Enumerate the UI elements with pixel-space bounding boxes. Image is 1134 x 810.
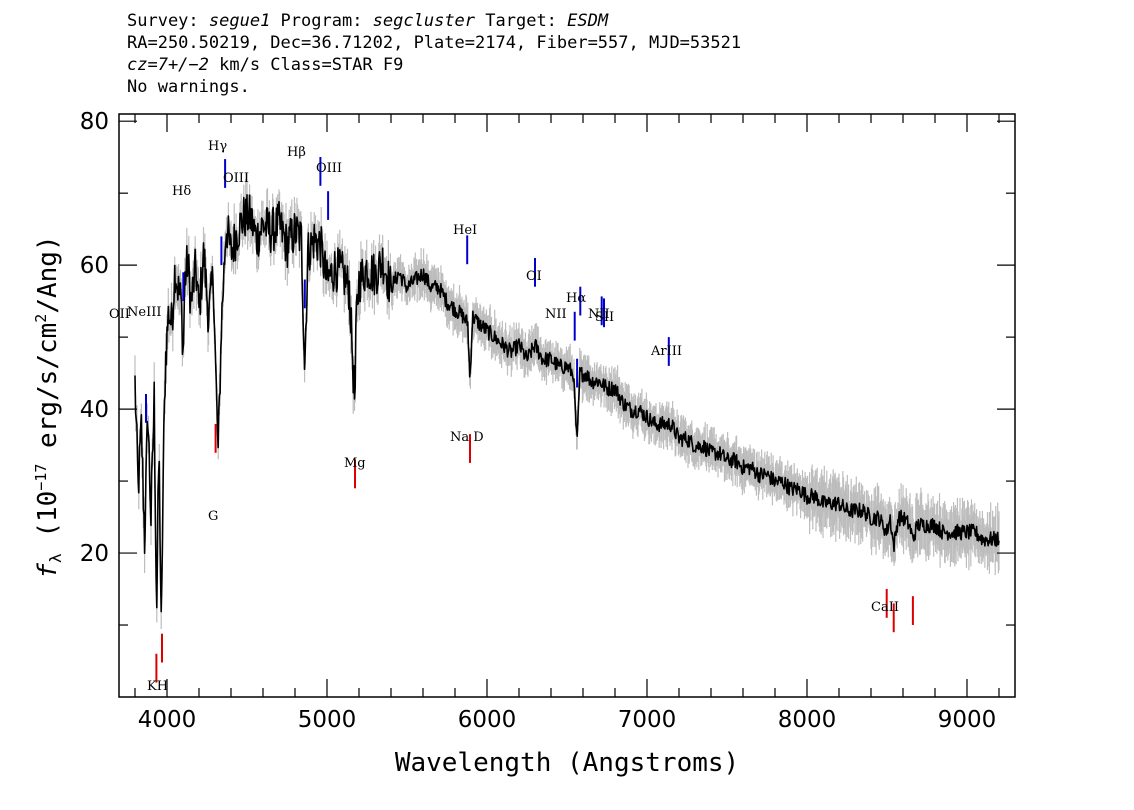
- line-label-caii: CaII: [871, 600, 899, 615]
- line-label-halpha: Hα: [566, 291, 586, 306]
- y-tick-labels: 20 40 60 80: [80, 109, 109, 567]
- header-survey-line: Survey: segue1 Program: segcluster Targe…: [127, 11, 609, 31]
- axis-ticks: [119, 114, 1015, 697]
- x-tick-labels: 4000 5000 6000 7000 8000 9000: [138, 707, 997, 733]
- line-label-oiii-5007: OIII: [316, 161, 342, 176]
- spectrum-series: [134, 194, 1000, 613]
- line-label-kh: KH: [147, 679, 168, 694]
- header-redshift-line: cz=7+/−2 km/s Class=STAR F9: [127, 55, 404, 75]
- line-label-hbeta: Hβ: [287, 145, 306, 160]
- x-axis-title: Wavelength (Angstroms): [395, 748, 739, 778]
- line-label-oi: OI: [526, 269, 542, 284]
- line-label-mg: Mg: [344, 456, 366, 471]
- x-tick-label: 4000: [138, 707, 197, 733]
- x-tick-label: 6000: [458, 707, 517, 733]
- y-axis-title: fλ (10−17 erg/s/cm2/Ang): [32, 235, 65, 578]
- header-coordinates-line: RA=250.50219, Dec=36.71202, Plate=2174, …: [127, 33, 742, 53]
- spectral-line-markers: [145, 157, 914, 683]
- line-label-hei: HeI: [453, 223, 477, 238]
- header-warnings-line: No warnings.: [127, 77, 250, 97]
- line-label-oiii-4363: OIII: [223, 171, 249, 186]
- line-label-neiii: NeIII: [127, 305, 161, 320]
- plot-frame: [118, 113, 1016, 698]
- x-tick-label: 9000: [938, 707, 997, 733]
- line-label-hdelta: Hδ: [172, 184, 191, 199]
- line-label-hgamma: Hγ: [208, 139, 227, 154]
- x-tick-label: 8000: [778, 707, 837, 733]
- y-tick-label: 60: [80, 253, 109, 279]
- line-label-sii: SII: [595, 310, 614, 325]
- y-tick-label: 80: [80, 109, 109, 135]
- line-label-g: G: [208, 509, 218, 524]
- y-tick-label: 40: [80, 397, 109, 423]
- line-label-nii-6583: NII: [588, 307, 610, 322]
- line-label-na-d: Na D: [450, 430, 484, 445]
- spectral-line-labels: OII NeIII Hδ Hγ OIII Hβ OIII HeI OI NII …: [109, 139, 899, 694]
- line-label-ariii: ArIII: [650, 344, 682, 359]
- spectrum-header: Survey: segue1 Program: segcluster Targe…: [127, 10, 741, 98]
- x-tick-label: 5000: [298, 707, 357, 733]
- x-tick-label: 7000: [618, 707, 677, 733]
- spectrum-line: [134, 194, 1000, 613]
- error-band: [134, 173, 1000, 629]
- line-label-nii-6548: NII: [545, 307, 567, 322]
- y-tick-label: 20: [80, 541, 109, 567]
